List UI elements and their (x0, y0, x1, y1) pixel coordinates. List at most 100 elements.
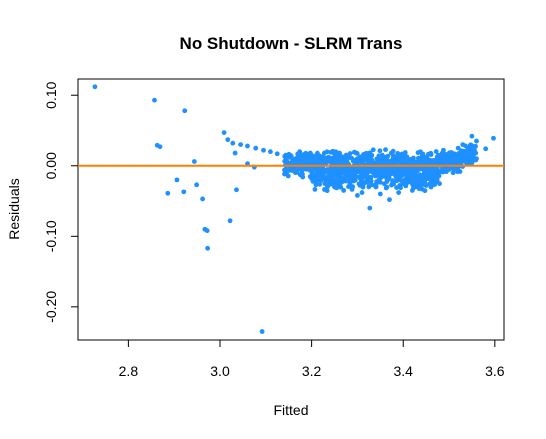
data-point (412, 167, 417, 173)
data-point (423, 157, 428, 163)
data-point (360, 170, 365, 176)
data-point (324, 149, 330, 155)
data-point (194, 182, 200, 188)
data-point (200, 196, 205, 202)
data-point (454, 160, 459, 165)
data-point (394, 185, 400, 190)
data-point (245, 143, 250, 149)
data-point (370, 169, 375, 175)
data-point (408, 158, 414, 164)
data-point (474, 138, 479, 144)
data-point (298, 152, 304, 158)
data-points (92, 84, 496, 334)
data-point (221, 130, 227, 136)
data-point (191, 159, 197, 164)
data-point (357, 182, 363, 188)
data-point (422, 188, 428, 194)
data-point (455, 156, 461, 161)
data-point (355, 192, 360, 198)
data-point (334, 176, 340, 182)
data-point (316, 174, 322, 180)
data-point (333, 159, 339, 164)
data-point (468, 146, 474, 152)
data-point (394, 170, 400, 176)
x-tick-label: 3.0 (210, 363, 230, 379)
data-point (234, 187, 239, 193)
data-point (491, 135, 496, 141)
y-tick-label: 0.10 (43, 81, 59, 108)
data-point (369, 152, 375, 158)
data-point (464, 160, 470, 166)
data-point (398, 178, 404, 184)
data-point (390, 160, 396, 166)
data-point (375, 160, 381, 166)
data-point (386, 175, 392, 180)
data-point (295, 155, 301, 161)
data-point (261, 147, 266, 153)
data-point (351, 169, 357, 175)
data-point (396, 190, 402, 195)
data-point (310, 171, 316, 177)
data-point (387, 197, 392, 203)
data-point (342, 157, 348, 163)
data-point (367, 205, 373, 211)
data-point (428, 182, 434, 188)
data-point (285, 173, 291, 179)
data-point (410, 175, 416, 181)
data-point (437, 169, 443, 175)
data-point (230, 140, 236, 146)
data-point (370, 147, 376, 153)
data-point (363, 150, 369, 156)
data-point (328, 149, 334, 155)
data-point (92, 84, 98, 90)
data-point (416, 184, 422, 190)
data-point (315, 168, 321, 174)
data-point (329, 161, 335, 166)
data-point (420, 154, 426, 159)
data-point (440, 166, 445, 172)
data-point (292, 167, 298, 173)
data-point (469, 133, 475, 139)
data-point (205, 245, 211, 251)
data-point (316, 158, 322, 163)
data-point (359, 190, 365, 195)
data-point (320, 168, 326, 174)
data-point (309, 166, 315, 172)
data-point (415, 155, 421, 161)
data-point (415, 150, 421, 156)
data-point (304, 152, 310, 158)
x-tick-label: 2.8 (119, 363, 139, 379)
data-point (450, 170, 456, 176)
data-point (396, 159, 402, 165)
data-point (286, 151, 292, 157)
data-point (324, 179, 330, 185)
chart-title: No Shutdown - SLRM Trans (180, 34, 403, 53)
data-point (337, 160, 343, 166)
data-point (388, 150, 394, 156)
data-point (393, 154, 399, 160)
data-point (384, 184, 390, 190)
data-point (473, 143, 478, 149)
y-tick-label: 0.00 (43, 152, 59, 179)
data-point (406, 176, 412, 182)
data-point (311, 176, 317, 182)
data-point (357, 174, 362, 180)
data-point (369, 182, 375, 188)
data-point (441, 147, 446, 153)
data-point (410, 182, 415, 187)
x-tick-label: 3.4 (393, 363, 413, 379)
data-point (313, 182, 319, 188)
data-point (455, 145, 461, 151)
x-axis: 2.8 3.0 3.2 3.4 3.6 (119, 339, 505, 379)
data-point (338, 180, 344, 186)
data-point (354, 150, 360, 156)
data-point (298, 159, 304, 164)
data-point (282, 153, 288, 159)
data-point (291, 159, 297, 164)
data-point (373, 166, 379, 172)
data-point (390, 181, 396, 186)
data-point (382, 171, 387, 177)
data-point (232, 150, 238, 156)
x-axis-label: Fitted (273, 402, 308, 418)
data-point (320, 173, 326, 179)
